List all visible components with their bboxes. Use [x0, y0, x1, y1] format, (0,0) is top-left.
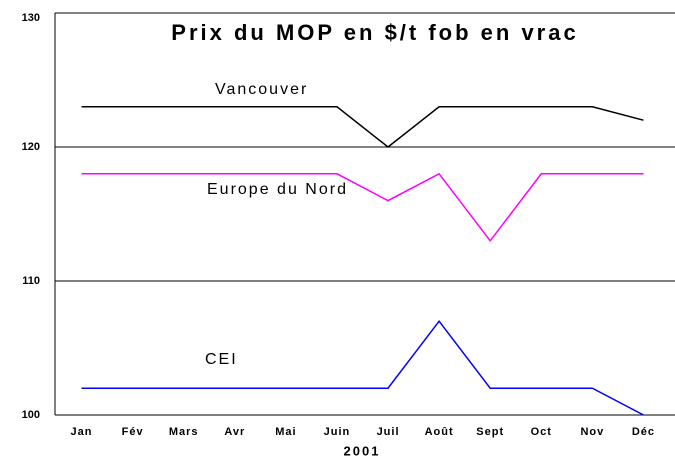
y-tick-label: 130: [22, 12, 40, 24]
x-tick-label: Oct: [531, 426, 552, 438]
series-label: CEI: [205, 351, 238, 368]
x-tick-label: Juin: [324, 426, 351, 438]
x-tick-label: Juil: [377, 426, 400, 438]
x-tick-label: Déc: [632, 426, 655, 438]
x-tick-label: Août: [425, 426, 454, 438]
series-line: [81, 106, 644, 148]
x-tick-label: Avr: [224, 426, 245, 438]
x-axis-label: 2001: [344, 443, 381, 458]
y-tick-label: 120: [22, 141, 40, 153]
series-line: [81, 319, 644, 416]
y-tick-label: 100: [22, 409, 40, 421]
series-line: [81, 172, 644, 243]
series-label: Vancouver: [215, 81, 308, 98]
x-tick-label: Sept: [476, 426, 504, 438]
x-tick-label: Nov: [580, 426, 604, 438]
x-tick-label: Mai: [275, 426, 296, 438]
series-label: Europe du Nord: [207, 181, 348, 198]
x-tick-label: Fév: [122, 426, 144, 438]
x-tick-label: Mars: [169, 426, 199, 438]
y-tick-label: 110: [22, 275, 40, 287]
chart-title: Prix du MOP en $/t fob en vrac: [171, 20, 578, 45]
x-tick-label: Jan: [71, 426, 93, 438]
